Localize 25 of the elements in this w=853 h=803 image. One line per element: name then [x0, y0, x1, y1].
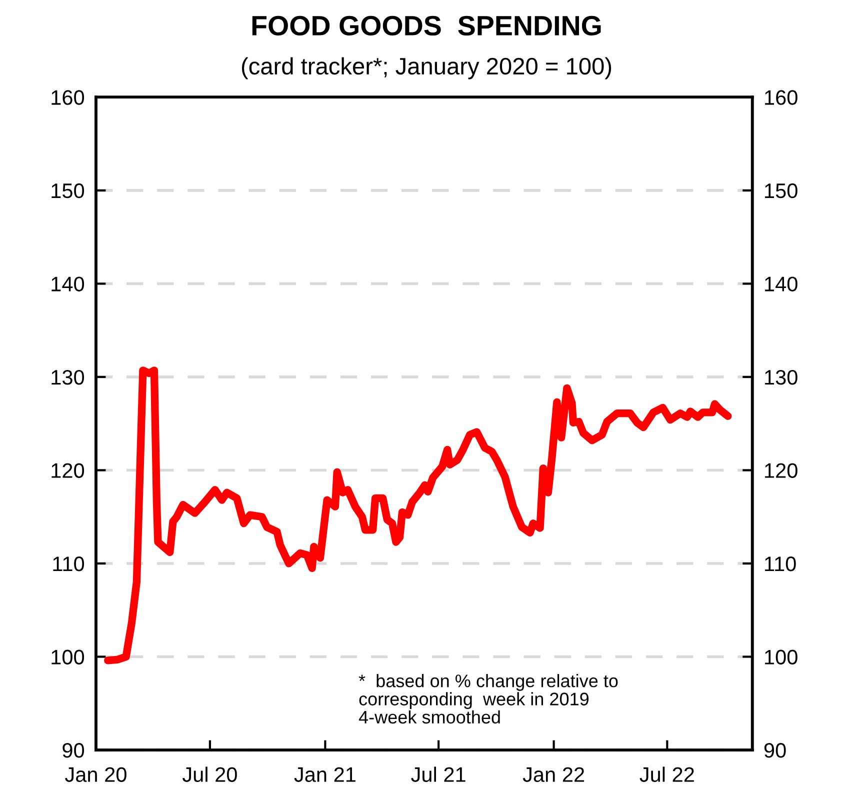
- y2-tick-label: 130: [765, 370, 798, 385]
- y2-tick-label: 150: [765, 183, 798, 198]
- y-tick-label: 90: [62, 743, 84, 758]
- y2-tick-label: 120: [765, 463, 798, 478]
- x-tick-label: Jan 22: [522, 767, 584, 782]
- y-tick-label: 110: [53, 556, 84, 572]
- y2-tick-label: 160: [765, 90, 798, 105]
- y-tick-label: 130: [52, 370, 84, 385]
- y-tick-label: 120: [52, 463, 84, 478]
- x-tick-label: Jul 21: [411, 766, 466, 782]
- x-tick-label: Jan 20: [65, 767, 126, 782]
- chart-title: FOOD GOODS SPENDING: [252, 16, 601, 36]
- y-tick-label: 140: [52, 276, 84, 292]
- y-tick-label: 100: [52, 650, 84, 664]
- y2-tick-label: 110: [765, 556, 796, 572]
- x-tick-label: Jul 22: [640, 766, 694, 782]
- annotation: * based on % change relative to corresponding week in 2019 4-week smoothed: [358, 674, 618, 724]
- chart-subtitle: (card tracker*; January 2020 = 100): [242, 57, 612, 80]
- y-tick-label: 150: [52, 183, 84, 198]
- y-tick-label: 160: [52, 90, 84, 105]
- y2-tick-label: 140: [765, 276, 798, 292]
- x-tick-label: Jul 20: [182, 766, 237, 782]
- x-tick-label: Jan 21: [294, 767, 356, 782]
- y2-tick-label: 100: [765, 650, 798, 664]
- y2-tick-label: 90: [764, 743, 786, 758]
